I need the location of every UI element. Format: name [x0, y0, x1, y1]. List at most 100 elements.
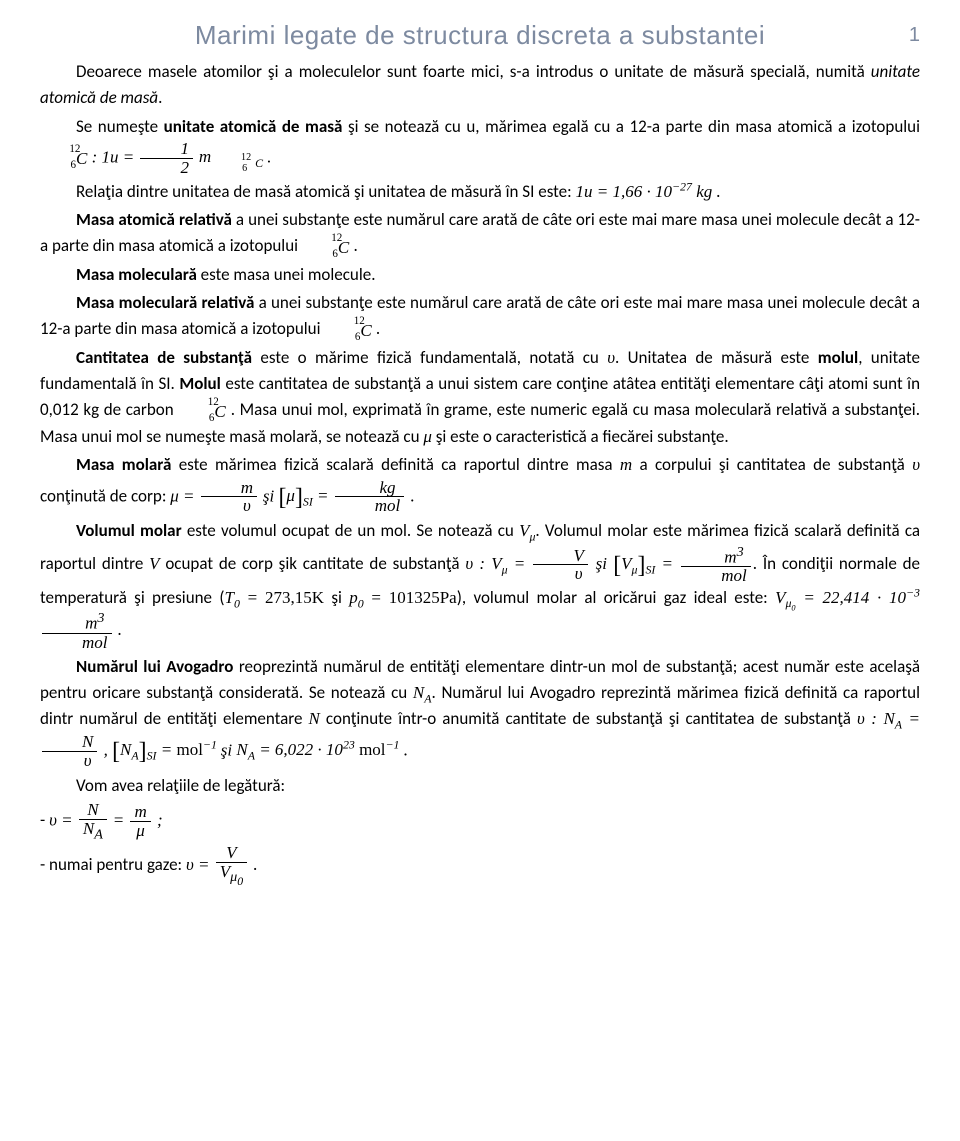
fraction-N-NA: NNA — [79, 801, 107, 842]
symbol-mu: μ — [423, 427, 432, 446]
symbol-nu: υ — [912, 455, 920, 474]
text: . Unitatea de măsură este — [615, 347, 818, 368]
text: este volumul ocupat de un mol. Se noteaz… — [182, 520, 519, 541]
fraction-N-nu: Nυ — [42, 733, 97, 770]
isotope-c12: 126C — [178, 400, 230, 419]
term-bold: Masa moleculară — [76, 264, 197, 285]
symbol-nu: υ — [607, 348, 615, 367]
text: şi este o caracteristică a fiecărei subs… — [432, 426, 729, 447]
symbol-N: N — [309, 709, 320, 728]
si-connector: şi — [596, 554, 614, 573]
text: - numai pentru gaze: — [40, 854, 186, 875]
formula-NA-val: NA = 6,022 · 1023 mol−1 — [236, 740, 399, 759]
bracket-mu-si: [μ]SI = — [278, 486, 332, 505]
bracket-Vmu-si: [Vμ]SI = — [613, 554, 679, 573]
paragraph-masa-atomica-relativa: Masa atomică relativă a unei substanţe e… — [40, 207, 920, 260]
relation-2: - numai pentru gaze: υ = VVμ0 . — [40, 844, 920, 887]
isotope-c12: 126C — [302, 236, 354, 255]
period: . — [400, 739, 408, 760]
text: este mărimea fizică scalară definită ca … — [171, 454, 620, 475]
term-molul: molul — [818, 347, 858, 368]
fraction-kg-mol: kgmol — [335, 479, 405, 516]
period: . — [249, 854, 257, 875]
T0: T0 = 273,15K — [225, 588, 325, 607]
isotope-c12: 126C — [324, 319, 376, 338]
symbol-nu: υ — [857, 709, 865, 728]
eq: = — [113, 811, 129, 830]
symbol-V: V — [149, 554, 159, 573]
fraction-m3-mol: m3mol — [681, 545, 751, 585]
text: . — [158, 87, 162, 108]
paragraph-def-u: Se numeşte unitate atomică de masă şi se… — [40, 114, 920, 177]
text: a corpului şi cantitatea de substanţă — [632, 454, 912, 475]
formula-u-value: 1u = 1,66 · 10−27 kg — [576, 182, 713, 201]
p0: p0 = 101325Pa — [349, 588, 457, 607]
term-bold: Masa atomică relativă — [76, 209, 232, 230]
formula-Vmu0: Vμ0 = 22,414 · 10−3 — [775, 588, 920, 607]
document-body: Deoarece masele atomilor şi a moleculelo… — [40, 59, 920, 888]
relation-1: - υ = NNA = mμ ; — [40, 801, 920, 842]
text: Relaţia dintre unitatea de masă atomică … — [76, 181, 576, 202]
symbol-Vmu: Vμ — [519, 521, 535, 540]
fraction-half: 12 — [140, 140, 193, 177]
si-connector: şi — [221, 740, 237, 759]
paragraph-intro: Deoarece masele atomilor şi a moleculelo… — [40, 59, 920, 112]
fraction-m3-mol-2: m3mol — [42, 611, 112, 651]
paragraph-avogadro: Numărul lui Avogadro reoprezintă numărul… — [40, 654, 920, 771]
fraction-V-nu: Vυ — [533, 547, 587, 584]
term-bold: Numărul lui Avogadro — [76, 656, 233, 677]
paragraph-masa-moleculara-relativa: Masa moleculară relativă a unei substanţ… — [40, 290, 920, 343]
term-molul2: Molul — [179, 373, 220, 394]
comma: , — [99, 740, 112, 759]
text: ocupat de corp şik cantitate de substanţ… — [160, 553, 466, 574]
m-c12: m126C — [199, 147, 263, 166]
colon: : — [865, 709, 884, 728]
paragraph-cantitate-substanta: Cantitatea de substanţă este o mărime fi… — [40, 345, 920, 450]
formula-mu: μ = — [170, 486, 199, 505]
semicolon: ; — [153, 811, 163, 830]
text: conţinută de corp: — [40, 485, 170, 506]
symbol-m: m — [620, 455, 632, 474]
text: Se numeşte — [76, 116, 164, 137]
page-title: Marimi legate de structura discreta a su… — [195, 20, 765, 50]
text: este masa unei molecule. — [197, 264, 376, 285]
period: . — [263, 147, 272, 166]
term-bold: Masa molară — [76, 454, 171, 475]
page-header: Marimi legate de structura discreta a su… — [40, 20, 920, 51]
period: . — [376, 318, 380, 339]
fraction-m-mu: mμ — [130, 803, 150, 840]
paragraph-masa-molara: Masa molară este mărimea fizică scalară … — [40, 452, 920, 516]
bracket-NA-si: [NA]SI = mol−1 — [112, 740, 217, 759]
paragraph-si-relation: Relaţia dintre unitatea de masă atomică … — [40, 179, 920, 205]
symbol-nu: υ — [465, 554, 473, 573]
colon: : — [473, 554, 491, 573]
page-number: 1 — [909, 24, 920, 47]
paragraph-masa-moleculara: Masa moleculară este masa unei molecule. — [40, 262, 920, 288]
formula-nu-gas: υ = — [186, 855, 214, 874]
period: . — [353, 235, 357, 256]
dash: - — [40, 810, 49, 831]
formula-Vmu: Vμ = — [491, 554, 531, 573]
term-bold: Volumul molar — [76, 520, 182, 541]
text: Vom avea relaţiile de legătură: — [76, 775, 285, 796]
term-bold: unitate atomică de masă — [164, 116, 343, 137]
period: . — [114, 620, 122, 641]
period: . — [712, 181, 720, 202]
term-bold: Masa moleculară relativă — [76, 292, 254, 313]
text: Deoarece masele atomilor şi a moleculelo… — [76, 61, 871, 82]
fraction-V-Vmu0: VVμ0 — [216, 844, 247, 887]
text: ), volumul molar al oricărui gaz ideal e… — [457, 587, 775, 608]
text: şi se notează cu u, mărimea egală cu a 1… — [342, 116, 920, 137]
text: este o mărime fizică fundamentală, notat… — [252, 347, 607, 368]
text: şi — [324, 587, 349, 608]
isotope-c12: 126C — [40, 147, 92, 166]
formula-1u: : 1u = — [92, 147, 139, 166]
symbol-NA: NA — [413, 683, 432, 702]
paragraph-relations-intro: Vom avea relaţiile de legătură: — [40, 773, 920, 799]
formula-nu-rel: υ = — [49, 811, 77, 830]
fraction-m-nu: mυ — [201, 479, 257, 516]
formula-NA: NA = — [883, 709, 920, 728]
text: conţinute într-o anumită cantitate de su… — [320, 708, 857, 729]
si-connector: şi — [263, 486, 279, 505]
paragraph-volumul-molar: Volumul molar este volumul ocupat de un … — [40, 518, 920, 651]
